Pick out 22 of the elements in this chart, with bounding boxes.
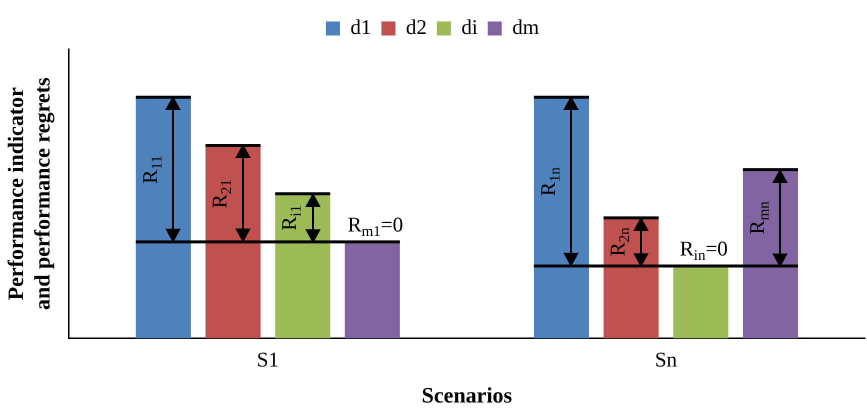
annotation: R11: [138, 155, 166, 184]
bar: [604, 218, 659, 338]
annotation: Ri1: [277, 204, 305, 231]
bar: [742, 170, 798, 338]
x-axis-title: Scenarios: [422, 382, 513, 408]
legend-label: dm: [512, 15, 540, 40]
y-axis-title: Performance indicator and performance regrets: [2, 76, 54, 310]
annotation: R1n: [536, 166, 564, 196]
bar: [206, 145, 261, 338]
annotation: R21: [208, 179, 235, 208]
bar: [136, 97, 191, 338]
x-tick-label: Sn: [654, 348, 678, 372]
bar: [344, 242, 400, 338]
annotation: Rmn: [744, 200, 772, 234]
bar: [673, 266, 728, 338]
legend-label: d1: [350, 15, 372, 40]
legend-label: di: [461, 15, 478, 40]
legend-label: d2: [406, 15, 427, 40]
bar: [275, 194, 330, 338]
x-tick-label: S1: [256, 348, 279, 372]
annotation: R2n: [606, 226, 634, 256]
bar: [534, 97, 589, 338]
